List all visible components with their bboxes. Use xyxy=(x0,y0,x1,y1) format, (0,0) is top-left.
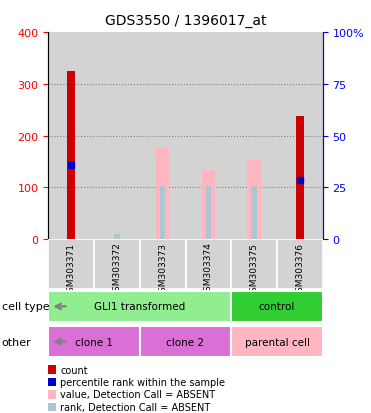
Text: GLI1 transformed: GLI1 transformed xyxy=(94,301,186,312)
Text: other: other xyxy=(2,337,32,347)
Bar xyxy=(231,240,277,289)
Bar xyxy=(140,326,231,358)
Text: GSM303371: GSM303371 xyxy=(67,242,76,297)
Bar xyxy=(186,33,231,240)
Bar xyxy=(231,326,323,358)
Bar xyxy=(67,72,75,240)
Text: count: count xyxy=(60,365,88,375)
Text: GSM303372: GSM303372 xyxy=(112,242,121,297)
Text: GSM303373: GSM303373 xyxy=(158,242,167,297)
Text: percentile rank within the sample: percentile rank within the sample xyxy=(60,377,225,387)
Text: clone 2: clone 2 xyxy=(167,337,204,347)
Text: GSM303374: GSM303374 xyxy=(204,242,213,297)
Text: parental cell: parental cell xyxy=(244,337,309,347)
Bar xyxy=(277,33,323,240)
Bar xyxy=(114,235,119,240)
Bar xyxy=(231,291,323,323)
Bar xyxy=(140,240,186,289)
Bar xyxy=(160,186,165,240)
Bar xyxy=(252,186,257,240)
Bar xyxy=(94,33,140,240)
Text: GSM303376: GSM303376 xyxy=(295,242,304,297)
Text: GSM303375: GSM303375 xyxy=(250,242,259,297)
Bar xyxy=(296,116,304,240)
Bar xyxy=(231,33,277,240)
Bar xyxy=(140,33,186,240)
Bar xyxy=(48,33,94,240)
Bar xyxy=(48,240,94,289)
Bar xyxy=(48,326,140,358)
Text: cell type: cell type xyxy=(2,301,49,311)
Text: control: control xyxy=(259,301,295,312)
Bar xyxy=(186,240,231,289)
Text: rank, Detection Call = ABSENT: rank, Detection Call = ABSENT xyxy=(60,402,210,412)
Bar xyxy=(48,291,231,323)
Text: GDS3550 / 1396017_at: GDS3550 / 1396017_at xyxy=(105,14,266,28)
Bar xyxy=(206,187,211,240)
Text: value, Detection Call = ABSENT: value, Detection Call = ABSENT xyxy=(60,389,215,399)
Bar xyxy=(94,240,140,289)
Bar xyxy=(277,240,323,289)
Bar xyxy=(201,171,215,240)
Text: clone 1: clone 1 xyxy=(75,337,113,347)
Bar xyxy=(247,161,261,240)
Bar xyxy=(156,148,170,240)
